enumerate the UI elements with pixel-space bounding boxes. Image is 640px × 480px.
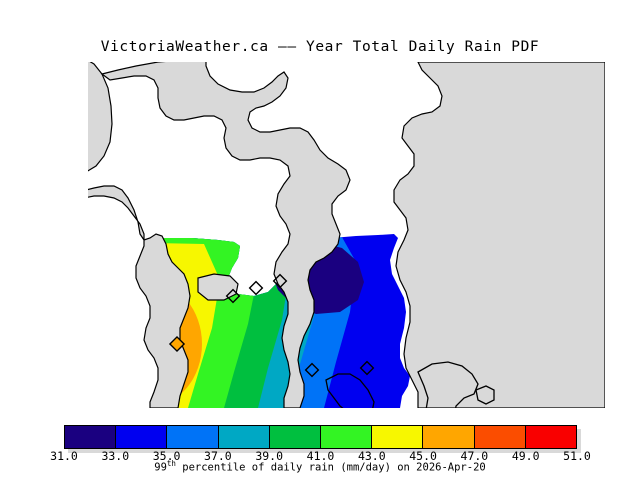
island-outline-group	[325, 361, 495, 408]
colorbar-tick-45.0: 45.0	[409, 449, 437, 463]
station-marker[interactable]	[272, 273, 288, 289]
colorbar-tick-41.0: 41.0	[306, 449, 335, 463]
colorbar-band-2[interactable]	[116, 426, 168, 448]
station-marker-group[interactable]	[168, 273, 375, 378]
peninsula-spur	[197, 273, 239, 301]
colorbar-band-8[interactable]	[423, 426, 475, 448]
colorbar-tick-33.0: 33.0	[101, 449, 130, 463]
colorbar-tick-49.0: 49.0	[511, 449, 540, 463]
station-marker[interactable]	[168, 335, 186, 353]
landmass-east	[393, 62, 605, 408]
colorbar-band-9[interactable]	[474, 426, 526, 448]
caption-ordinal-suffix: th	[166, 459, 176, 468]
station-marker[interactable]	[225, 288, 241, 304]
colorbar-caption: 99th percentile of daily rain (mm/day) o…	[0, 459, 640, 474]
station-marker[interactable]	[304, 362, 320, 378]
colorbar-tick-31.0: 31.0	[50, 449, 78, 463]
island-outline-large	[417, 361, 479, 408]
colorbar-tick-47.0: 47.0	[460, 449, 489, 463]
colorbar-tick-35.0: 35.0	[152, 449, 181, 463]
weather-map-panel[interactable]	[88, 62, 605, 408]
colorbar-band-3[interactable]	[167, 426, 219, 448]
page-title: VictoriaWeather.ca —— Year Total Daily R…	[100, 39, 540, 55]
colorbar-tick-37.0: 37.0	[204, 449, 232, 463]
colorbar-segments[interactable]	[64, 425, 577, 449]
colorbar[interactable]	[64, 425, 581, 453]
colorbar-band-10[interactable]	[525, 426, 577, 448]
island-outline-small	[325, 373, 375, 408]
landmass-group	[88, 62, 605, 408]
colorbar-band-1[interactable]	[65, 426, 117, 448]
colorbar-tick-43.0: 43.0	[357, 449, 386, 463]
contour-map	[88, 62, 605, 408]
island-outline-tiny	[475, 385, 495, 405]
colorbar-tick-labels: 31.0 33.0 35.0 37.0 39.0 41.0 43.0 45.0 47.0 49.0…	[0, 449, 640, 465]
colorbar-band-4[interactable]	[218, 426, 270, 448]
colorbar-tick-39.0: 39.0	[255, 449, 284, 463]
colorbar-band-6[interactable]	[321, 426, 373, 448]
landmass-central	[100, 62, 351, 408]
station-marker[interactable]	[248, 280, 264, 296]
station-marker[interactable]	[359, 360, 375, 376]
colorbar-tick-51.0: 51.0	[563, 449, 591, 463]
caption-rest: percentile of daily rain (mm/day) on 202…	[175, 461, 486, 474]
colorbar-band-7[interactable]	[372, 426, 424, 448]
caption-percentile-number: 99	[154, 461, 167, 474]
colorbar-band-5[interactable]	[269, 426, 322, 448]
